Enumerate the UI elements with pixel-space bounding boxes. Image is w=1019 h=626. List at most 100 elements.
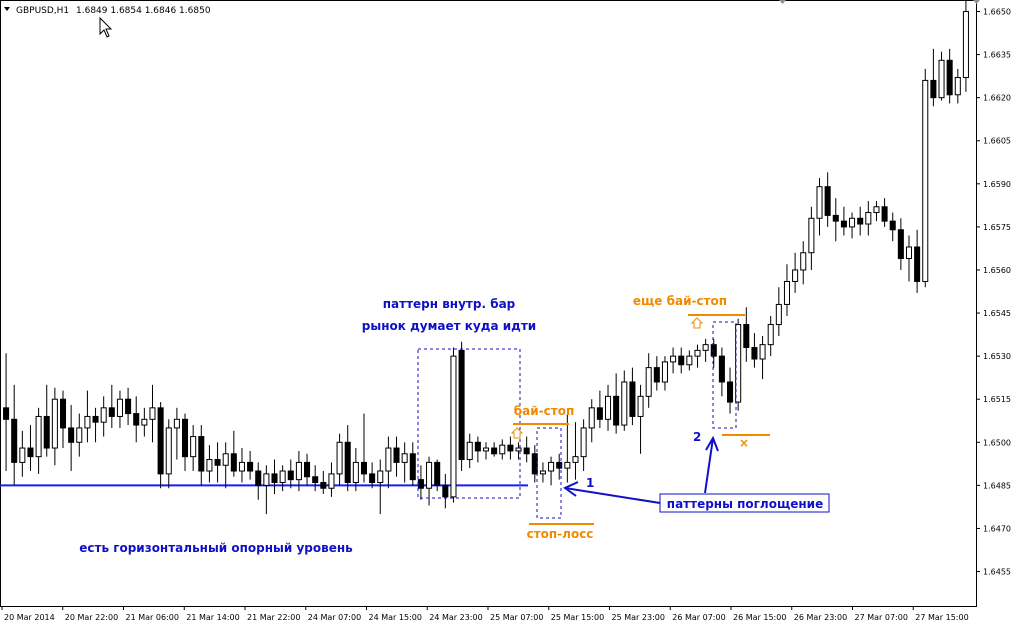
candle — [751, 333, 758, 368]
candle — [556, 453, 563, 480]
stop-loss-label: стоп-лосс — [527, 527, 594, 541]
candle — [198, 425, 205, 486]
time-tick-label: 24 Mar 23:00 — [429, 613, 482, 622]
bull-candle-body — [190, 436, 197, 458]
bull-candle-body — [401, 453, 408, 463]
bull-candle-body — [548, 461, 555, 472]
bull-candle-body — [165, 427, 172, 475]
bear-candle-body — [751, 347, 758, 360]
bear-candle-body — [930, 79, 937, 99]
candle — [930, 48, 937, 107]
candle — [295, 450, 302, 492]
bull-candle-body — [670, 355, 677, 363]
inside-bar-subtitle: рынок думает куда идти — [362, 319, 536, 333]
candle — [133, 396, 140, 443]
candle — [238, 448, 245, 483]
bear-candle-body — [125, 398, 132, 415]
candle — [304, 453, 311, 486]
bull-candle-body — [116, 398, 123, 417]
candle — [905, 235, 913, 282]
candle — [678, 347, 685, 374]
time-tick-label: 25 Mar 07:00 — [490, 613, 543, 622]
time-tick-label: 27 Mar 15:00 — [915, 613, 968, 622]
price-tick-label: 1.6485 — [983, 481, 1011, 490]
price-tick-label: 1.6635 — [983, 51, 1011, 60]
marker-2: 2 — [693, 430, 701, 444]
bear-candle-body — [360, 461, 368, 475]
bear-candle-body — [596, 407, 603, 420]
candle — [889, 212, 896, 242]
candle — [938, 51, 945, 101]
bear-candle-body — [255, 470, 262, 486]
price-tick-label: 1.6470 — [983, 524, 1011, 533]
bear-candle-body — [727, 381, 734, 403]
price-tick-label: 1.6620 — [983, 94, 1011, 103]
chart-menu-triangle-icon[interactable] — [4, 7, 10, 11]
candle — [458, 341, 465, 472]
candle — [116, 390, 123, 428]
candle — [710, 338, 717, 368]
candle — [35, 407, 42, 474]
bear-candle-body — [198, 436, 205, 472]
bull-candle-body — [515, 447, 522, 452]
candle — [873, 201, 880, 222]
bull-candle-body — [735, 324, 742, 403]
time-tick-label: 26 Mar 15:00 — [733, 613, 786, 622]
candle — [125, 387, 132, 426]
bull-candle-body — [100, 407, 107, 423]
time-axis: 20 Mar 2014 20 Mar 22:00 21 Mar 06:00 21 Ma… — [1, 606, 969, 622]
shift-marker-icon[interactable] — [779, 0, 786, 4]
bull-candle-body — [580, 427, 587, 458]
bull-candle-body — [51, 398, 58, 449]
candle — [775, 287, 782, 337]
bull-candle-body — [564, 461, 571, 469]
time-tick-label: 21 Mar 14:00 — [186, 613, 239, 622]
bull-candle-body — [466, 441, 473, 461]
candle — [718, 347, 725, 397]
bear-candle-body — [59, 398, 67, 429]
candle — [141, 407, 148, 437]
bull-candle-body — [621, 381, 628, 426]
bull-candle-body — [808, 217, 815, 254]
time-tick-label: 24 Mar 15:00 — [369, 613, 422, 622]
candle — [548, 456, 555, 486]
bull-candle-body — [173, 418, 180, 429]
candle — [409, 442, 416, 486]
candle — [515, 442, 522, 460]
candle — [759, 336, 766, 380]
candle — [393, 436, 400, 477]
bull-candle-body — [661, 361, 668, 383]
bear-candle-body — [718, 355, 725, 383]
candle — [377, 459, 384, 515]
bull-candle-body — [141, 418, 148, 426]
bear-candle-body — [897, 229, 904, 259]
horizontal-level-label: есть горизонтальный опорный уровень — [79, 541, 353, 555]
bear-candle-body — [182, 418, 189, 458]
bear-candle-body — [108, 407, 115, 417]
candle — [604, 384, 612, 431]
candle — [157, 402, 164, 489]
bull-candle-body — [222, 453, 229, 466]
bull-candle-body — [206, 459, 213, 472]
candle — [271, 459, 278, 494]
bear-candle-body — [889, 220, 896, 231]
candle — [328, 462, 335, 497]
bull-candle-body — [792, 269, 799, 282]
candle — [865, 201, 872, 236]
candle — [92, 407, 99, 443]
bear-candle-body — [287, 470, 294, 481]
candle — [800, 241, 807, 285]
candle — [946, 48, 953, 104]
engulfing-label-box — [659, 493, 830, 513]
bull-candle-body — [426, 461, 433, 489]
candle — [523, 436, 530, 463]
scale-marker-icon[interactable] — [973, 0, 980, 4]
bear-candle-body — [613, 395, 620, 426]
candle — [621, 370, 628, 431]
price-tick-label: 1.6605 — [983, 137, 1011, 146]
bear-candle-body — [43, 415, 50, 449]
bull-candle-body — [938, 59, 945, 99]
bull-candle-body — [759, 344, 766, 360]
candle — [849, 212, 856, 239]
